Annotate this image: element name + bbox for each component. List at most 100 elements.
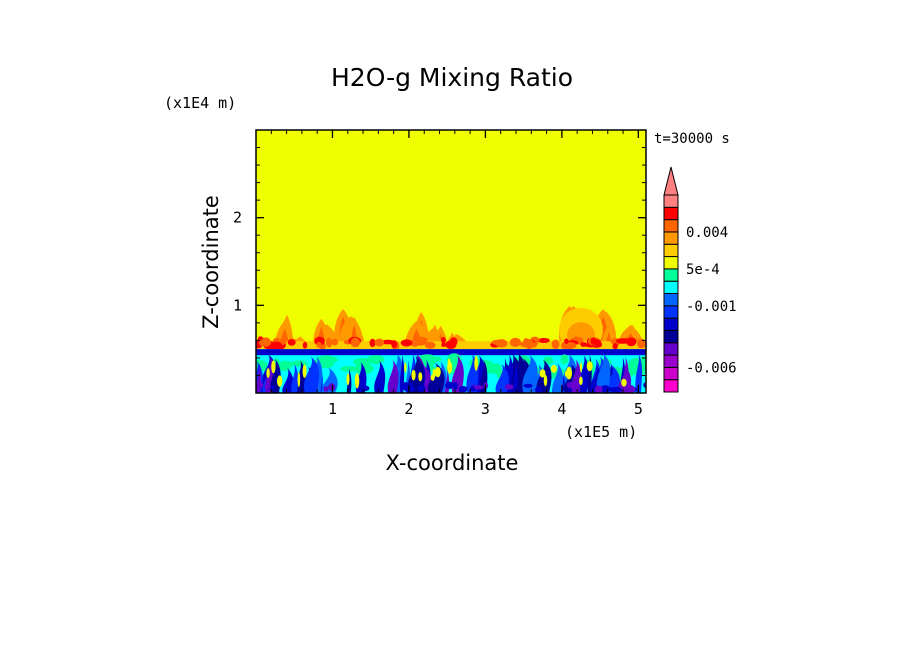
boundary-yellow-cell [411, 369, 416, 381]
cap-warm-cell [551, 339, 560, 349]
colorbar-swatch [663, 194, 679, 208]
y-unit-label: (x1E4 m) [164, 94, 236, 112]
cap-warm-cell [441, 342, 446, 347]
colorbar-swatch [663, 366, 679, 381]
cap-warm-cell [564, 338, 569, 344]
cap-warm-cell [593, 339, 602, 346]
boundary-purple-cell [579, 384, 589, 390]
boundary-cap [256, 349, 646, 356]
cap-warm-cell [636, 338, 646, 349]
cap-warm-cell [537, 337, 550, 344]
x-axis-label: X-coordinate [386, 451, 519, 475]
boundary-blue-column [596, 353, 611, 393]
boundary-purple-cell [264, 384, 271, 390]
y-axis-ticks: 12 [233, 209, 646, 314]
colorbar-labels: 0.004 5e-4 -0.001 -0.006 [686, 225, 737, 376]
chart-title: H2O-g Mixing Ratio [331, 63, 573, 92]
cap-warm-cell [612, 342, 618, 350]
colorbar-swatch [663, 219, 679, 233]
cap-warm-cell [495, 339, 508, 348]
cap-warm-cell [580, 342, 588, 347]
boundary-blue-column [303, 356, 320, 393]
cap-warm-cell [391, 340, 398, 349]
colorbar-label: -0.001 [686, 299, 737, 315]
boundary-blue-column [387, 359, 399, 393]
boundary-yellow-cell [418, 372, 423, 382]
boundary-yellow-cell [434, 366, 441, 378]
boundary-yellow-cell [297, 372, 301, 388]
boundary-green-cell [433, 356, 442, 362]
colorbar-label: 0.004 [686, 225, 728, 241]
cap-warm-cell [381, 339, 395, 345]
cap-warm-cell [369, 338, 376, 348]
colorbar-swatch [663, 354, 679, 368]
boundary-yellow-cell [564, 370, 571, 378]
plot-frame [255, 129, 647, 394]
boundary-yellow-cell [579, 362, 583, 373]
boundary-yellow-cell [271, 360, 276, 374]
cap-warm-cell [520, 341, 532, 348]
boundary-purple-cell [624, 385, 636, 393]
boundary-yellow-cell [354, 373, 360, 389]
boundary-yellow-cell [539, 369, 546, 378]
colorbar [663, 166, 679, 393]
boundary-blue-column [512, 360, 518, 393]
colorbar-swatch [663, 379, 679, 393]
x-axis-ticks: 1 2 3 4 5 [328, 130, 643, 418]
boundary-yellow-cell [266, 368, 270, 378]
boundary-blue-column [291, 363, 299, 393]
cap-warm-cell [374, 338, 385, 347]
boundary-purple-cell [504, 384, 514, 390]
x-tick-label: 4 [557, 400, 566, 418]
cap-warm-cell [331, 338, 339, 346]
x-tick-label: 5 [634, 400, 643, 418]
x-unit-label: (x1E5 m) [565, 423, 637, 441]
cap-warm-cell [350, 337, 361, 348]
boundary-green-cell [560, 354, 569, 365]
cap-warm-cell [316, 341, 322, 348]
boundary-purple-cell [358, 385, 370, 392]
x-tick-label: 1 [328, 400, 337, 418]
y-tick-label: 1 [233, 296, 242, 314]
colorbar-swatch [663, 256, 679, 270]
cap-warm-cell [626, 337, 637, 347]
boundary-blue-column [552, 362, 564, 393]
cap-warm-cell [302, 341, 308, 349]
time-label: t=30000 s [654, 131, 730, 147]
cap-warm-cell [445, 340, 457, 350]
boundary-green-cell [340, 365, 359, 372]
cap-warm-cell [509, 337, 522, 348]
x-tick-label: 3 [481, 400, 490, 418]
cap-warm-cell [424, 341, 436, 349]
boundary-green-cell [291, 360, 308, 367]
boundary-yellow-cell [302, 364, 307, 378]
cap-warm-cell [287, 338, 296, 346]
boundary-yellow-cell [543, 374, 548, 387]
plot-area [256, 130, 646, 393]
boundary-blue-column [522, 354, 538, 393]
boundary-blue-column [635, 353, 643, 393]
colorbar-label: 5e-4 [686, 262, 720, 278]
boundary-yellow-cell [550, 364, 557, 373]
colorbar-swatch [663, 317, 679, 331]
colorbar-swatch [663, 268, 679, 282]
boundary-purple-cell [566, 381, 576, 389]
y-axis-label: Z-coordinate [199, 195, 223, 329]
boundary-purple-cell [328, 383, 336, 391]
boundary-purple-cell [473, 385, 484, 390]
colorbar-swatch [663, 329, 679, 344]
colorbar-extend-arrow [663, 166, 679, 196]
cap-warm-cell [259, 338, 272, 347]
boundary-yellow-cell [346, 373, 350, 386]
boundary-purple-cell [608, 387, 616, 392]
boundary-blue-column [374, 360, 386, 393]
boundary-yellow-cell [276, 375, 283, 387]
boundary-purple-cell [323, 386, 329, 392]
boundary-green-cell [318, 360, 334, 369]
colorbar-swatch [663, 231, 679, 245]
boundary-purple-cell [256, 381, 264, 389]
boundary-blue-column [282, 367, 294, 393]
colorbar-swatch [663, 280, 679, 294]
boundary-yellow-cell [579, 376, 583, 386]
